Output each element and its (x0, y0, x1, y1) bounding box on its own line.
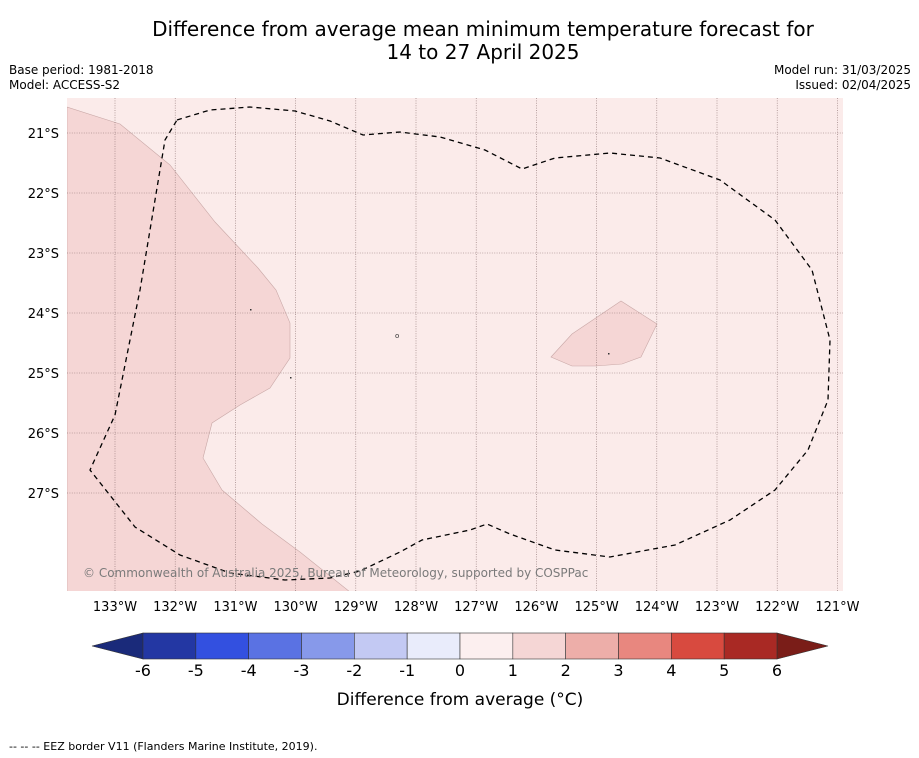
longitude-label: 123°W (695, 600, 739, 615)
latitude-label: 26°S (28, 427, 59, 442)
latitude-label: 24°S (28, 307, 59, 322)
longitude-label: 128°W (394, 600, 438, 615)
colorbar (91, 632, 829, 660)
map-gridlines (67, 98, 843, 591)
colorbar-tick-label: -4 (241, 661, 257, 680)
island-dot (290, 377, 292, 379)
meta-left: Base period: 1981-2018 Model: ACCESS-S2 (9, 63, 154, 93)
map-title: Difference from average mean minimum tem… (0, 18, 919, 64)
eez-border (89, 106, 831, 581)
colorbar-segment (354, 632, 408, 660)
meta-right: Model run: 31/03/2025 Issued: 02/04/2025 (774, 63, 911, 93)
latitude-label: 22°S (28, 187, 59, 202)
colorbar-ticks: -6 -5 -4 -3 -2 -1 0 1 2 3 4 5 6 (135, 661, 782, 680)
longitude-label: 133°W (93, 600, 137, 615)
model-name: Model: ACCESS-S2 (9, 78, 121, 92)
longitude-label: 129°W (334, 600, 378, 615)
latitude-labels: 21°S 22°S 23°S 24°S 25°S 26°S 27°S (28, 127, 59, 502)
longitude-label: 125°W (575, 600, 619, 615)
colorbar-label: Difference from average (°C) (337, 690, 584, 710)
base-period: Base period: 1981-2018 (9, 63, 154, 77)
colorbar-segment (723, 632, 778, 660)
colorbar-under-arrow (91, 632, 144, 660)
longitude-label: 124°W (635, 600, 679, 615)
longitude-label: 127°W (454, 600, 498, 615)
longitude-label: 122°W (755, 600, 799, 615)
colorbar-segment (565, 632, 619, 660)
island-dot (608, 353, 610, 355)
colorbar-segment (459, 632, 514, 660)
colorbar-tick-label: 4 (666, 661, 676, 680)
colorbar-tick-label: 1 (508, 661, 518, 680)
colorbar-segment (512, 632, 566, 660)
longitude-label: 126°W (514, 600, 558, 615)
latitude-label: 21°S (28, 127, 59, 142)
colorbar-segment (301, 632, 355, 660)
colorbar-tick-label: -5 (188, 661, 204, 680)
colorbar-tick-label: -3 (294, 661, 310, 680)
latitude-label: 27°S (28, 487, 59, 502)
title-line-2: 14 to 27 April 2025 (386, 40, 580, 64)
island-dot (250, 309, 252, 311)
colorbar-tick-label: 6 (772, 661, 782, 680)
colorbar-tick-label: -6 (135, 661, 151, 680)
eez-footnote: -- -- -- EEZ border V11 (Flanders Marine… (9, 740, 318, 753)
longitude-label: 130°W (274, 600, 318, 615)
model-run: Model run: 31/03/2025 (773, 63, 911, 77)
longitude-labels: 133°W 132°W 131°W 130°W 129°W 128°W 127°W 126°W… (93, 600, 860, 615)
colorbar-tick-label: 0 (455, 661, 465, 680)
colorbar-tick-label: 3 (613, 661, 623, 680)
colorbar-segment (248, 632, 302, 660)
issued-date: Issued: 02/04/2025 (795, 78, 911, 92)
colorbar-segment (195, 632, 249, 660)
colorbar-segment (142, 632, 197, 660)
colorbar-tick-label: 2 (561, 661, 571, 680)
latitude-label: 25°S (28, 367, 59, 382)
colorbar-segment (671, 632, 725, 660)
anomaly-region-east (550, 300, 658, 367)
title-line-1: Difference from average mean minimum tem… (152, 17, 814, 41)
latitude-label: 23°S (28, 247, 59, 262)
colorbar-over-arrow (776, 632, 829, 660)
colorbar-segment (618, 632, 672, 660)
copyright-notice: © Commonwealth of Australia 2025, Bureau… (83, 566, 588, 580)
colorbar-tick-label: -1 (399, 661, 415, 680)
colorbar-tick-label: -2 (346, 661, 362, 680)
colorbar-tick-label: 5 (719, 661, 729, 680)
colorbar-segment (406, 632, 461, 660)
longitude-label: 132°W (153, 600, 197, 615)
anomaly-region-west (67, 106, 350, 591)
longitude-label: 131°W (213, 600, 257, 615)
longitude-label: 121°W (815, 600, 859, 615)
small-island-marker: o (395, 332, 399, 340)
